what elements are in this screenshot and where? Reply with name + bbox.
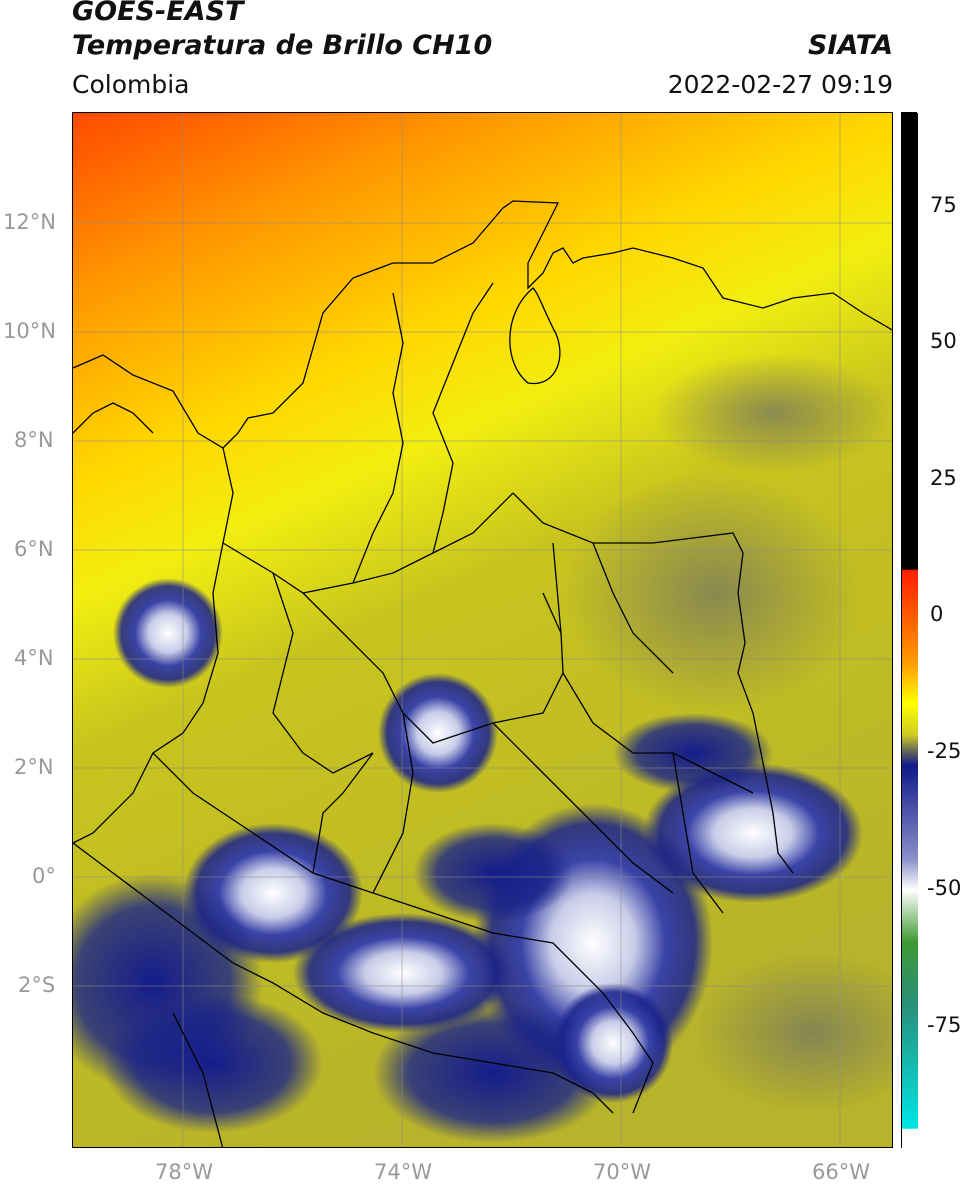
convection-cell <box>643 763 863 903</box>
convection-cell <box>613 713 773 793</box>
lat-tick: 6°N <box>14 537 54 561</box>
colorbar <box>901 112 918 1149</box>
convection-cell <box>373 1003 613 1143</box>
graticule <box>73 113 892 1147</box>
lat-tick: 2°S <box>18 973 56 997</box>
cloud-patch <box>653 353 892 473</box>
cloud-patch <box>563 473 863 713</box>
colorbar-tick: 0 <box>930 602 944 626</box>
country-borders <box>73 200 892 1147</box>
convection-cell <box>553 983 673 1103</box>
convection-cell <box>413 823 573 923</box>
colorbar-gradient <box>902 113 918 1149</box>
lat-tick: 8°N <box>14 428 54 452</box>
lon-tick: 74°W <box>374 1160 432 1184</box>
lat-tick: 0° <box>32 864 56 888</box>
lat-tick: 12°N <box>3 210 56 234</box>
convection-cell <box>113 578 223 688</box>
lon-tick: 70°W <box>593 1160 651 1184</box>
satellite-title: GOES-EAST <box>72 0 244 27</box>
agency-label: SIATA <box>807 30 893 61</box>
convection-cell <box>103 993 323 1133</box>
colorbar-tick: -50 <box>927 876 962 900</box>
product-title: Temperatura de Brillo CH10 <box>72 30 493 61</box>
colorbar-tick: 25 <box>930 466 957 490</box>
lat-tick: 2°N <box>14 755 54 779</box>
satellite-map <box>72 112 893 1148</box>
lat-tick: 4°N <box>14 646 54 670</box>
lat-tick: 10°N <box>3 319 56 343</box>
lon-tick: 66°W <box>812 1160 870 1184</box>
colorbar-tick: 75 <box>930 193 957 217</box>
colorbar-tick: -75 <box>927 1013 962 1037</box>
cloud-patch <box>693 953 892 1113</box>
brightness-temperature-image <box>73 113 892 1147</box>
colorbar-tick: 50 <box>930 329 957 353</box>
convection-cell <box>293 913 513 1033</box>
datetime-label: 2022-02-27 09:19 <box>667 70 893 99</box>
region-label: Colombia <box>72 70 190 99</box>
lon-tick: 78°W <box>155 1160 213 1184</box>
colorbar-tick: -25 <box>927 739 962 763</box>
convection-cell <box>378 673 498 793</box>
